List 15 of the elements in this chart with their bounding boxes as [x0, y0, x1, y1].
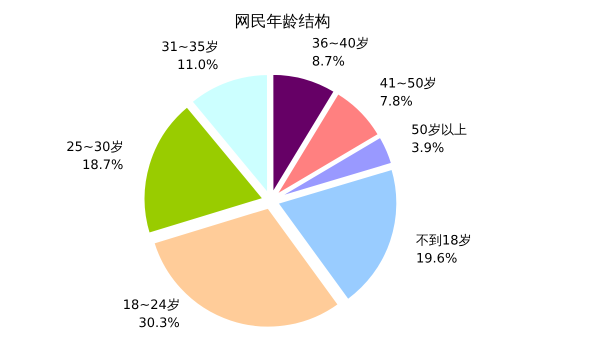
slice-label: 31~35岁 — [161, 40, 218, 55]
data-label: 7.8% — [380, 94, 413, 110]
data-label: 30.3% — [138, 316, 180, 332]
slice-label: 不到18岁 — [416, 233, 472, 248]
data-label: 18.7% — [82, 158, 124, 174]
slice-label: 50岁以上 — [411, 122, 467, 138]
data-label: 8.7% — [312, 54, 345, 70]
data-label: 11.0% — [177, 58, 218, 73]
data-label: 19.6% — [416, 251, 458, 266]
slice-label: 36~40岁 — [312, 36, 369, 52]
slice-label: 25~30岁 — [66, 140, 124, 156]
slice-label: 41~50岁 — [380, 76, 437, 92]
data-label: 3.9% — [411, 140, 444, 156]
slice-label: 18~24岁 — [122, 298, 180, 314]
chart-title: 网民年龄结构 — [234, 11, 330, 30]
